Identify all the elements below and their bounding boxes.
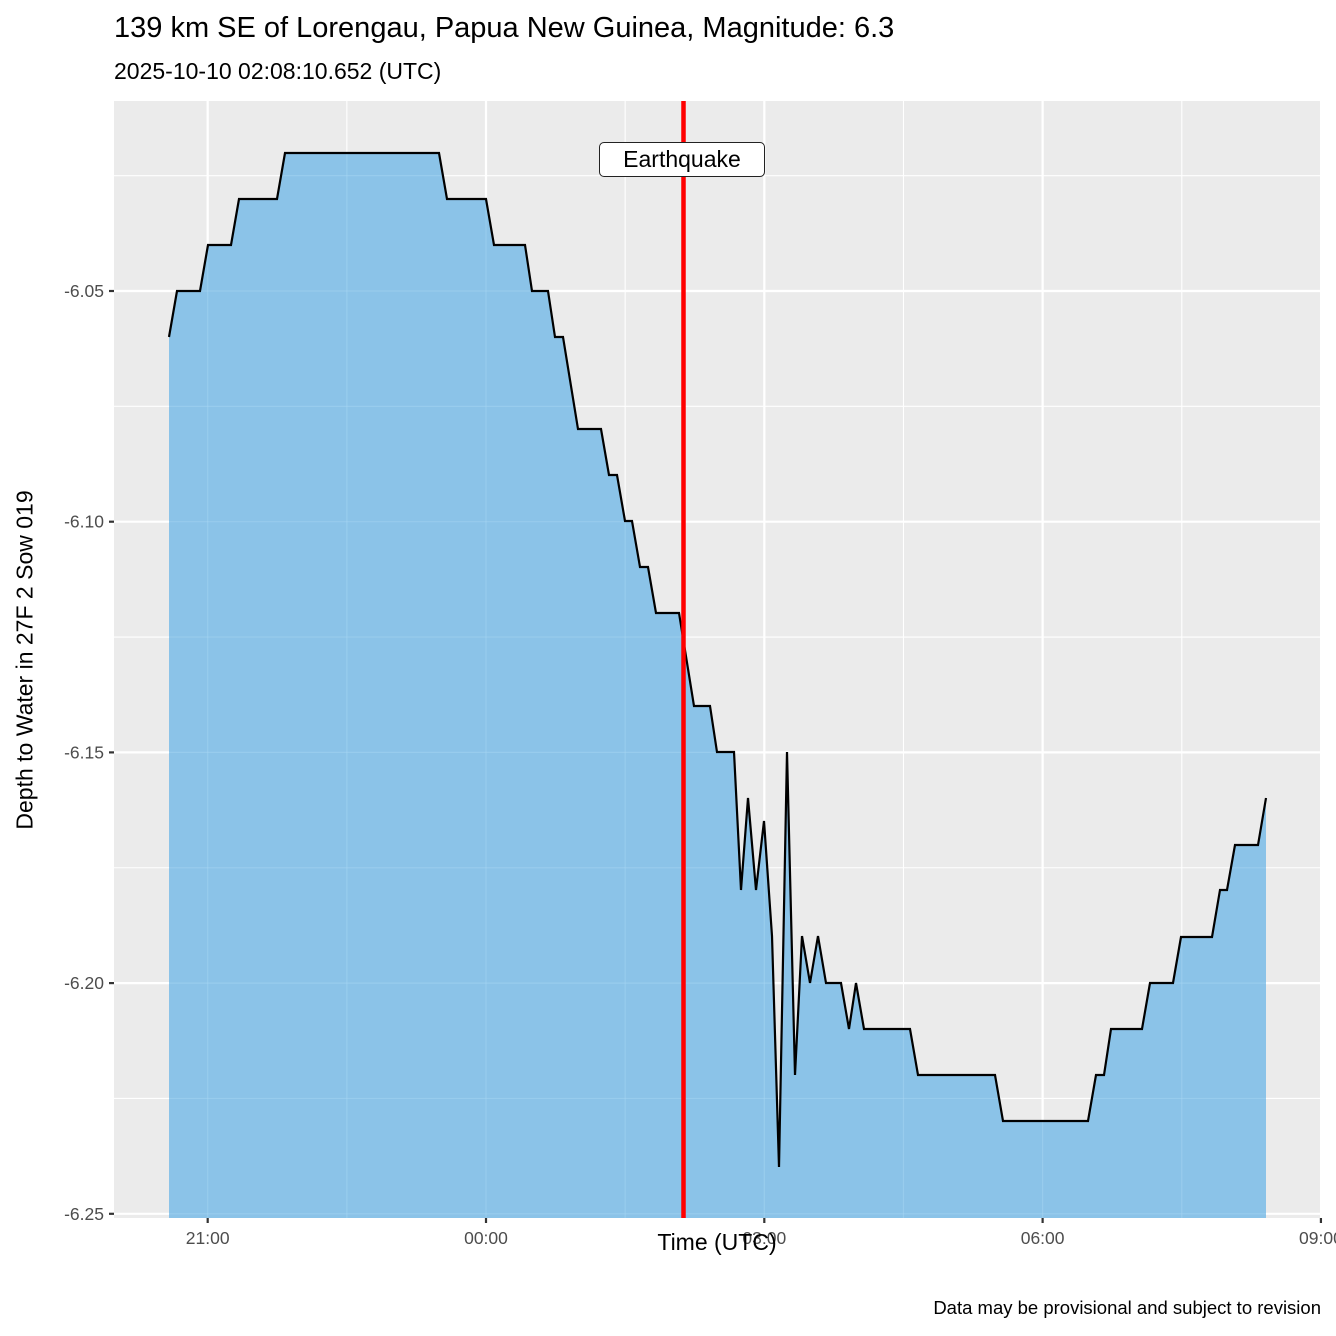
earthquake-label: Earthquake: [599, 142, 765, 177]
y-tick-label: -6.20: [64, 973, 104, 993]
chart-subtitle: 2025-10-10 02:08:10.652 (UTC): [114, 58, 442, 84]
chart-title: 139 km SE of Lorengau, Papua New Guinea,…: [114, 12, 895, 44]
x-tick-label: 03:00: [742, 1228, 786, 1248]
area-fill: [169, 153, 1266, 1218]
x-tick-label: 06:00: [1021, 1228, 1065, 1248]
y-tick-label: -6.15: [64, 742, 104, 762]
y-axis-title: Depth to Water in 27F 2 Sow 019: [11, 490, 38, 830]
x-tick-label: 00:00: [464, 1228, 508, 1248]
y-tick-label: -6.25: [64, 1204, 104, 1224]
caption: Data may be provisional and subject to r…: [933, 1297, 1321, 1318]
x-axis: 21:00 00:00 03:00 06:00 09:00: [186, 1218, 1336, 1248]
y-tick-label: -6.05: [64, 281, 104, 301]
x-tick-label: 21:00: [186, 1228, 230, 1248]
x-axis-title-text: Time (UTC): [657, 1229, 777, 1255]
data-line: [167, 151, 1268, 1168]
x-axis-title: Time (UTC): [114, 1229, 1320, 1256]
x-tick-label: 09:00: [1299, 1228, 1336, 1248]
y-tick-label: -6.10: [64, 512, 104, 532]
y-axis: -6.05 -6.10 -6.15 -6.20 -6.25: [64, 281, 114, 1224]
